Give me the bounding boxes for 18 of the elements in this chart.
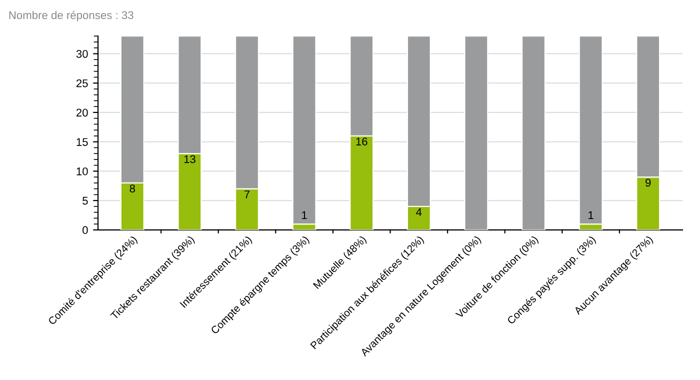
y-tick-label: 10 bbox=[76, 167, 88, 176]
data-label: 8 bbox=[130, 184, 135, 192]
bar bbox=[464, 36, 488, 230]
data-label: 1 bbox=[302, 211, 307, 219]
y-tick-label: 25 bbox=[76, 79, 88, 88]
chart-title: Nombre de réponses : 33 bbox=[9, 10, 134, 22]
y-tick-label: 5 bbox=[82, 196, 88, 205]
y-tick-label: 20 bbox=[76, 108, 88, 117]
data-label: 9 bbox=[646, 178, 651, 187]
y-tick-label: 15 bbox=[76, 138, 88, 146]
bar bbox=[521, 36, 546, 230]
data-label: 4 bbox=[416, 208, 422, 216]
data-label: 16 bbox=[356, 138, 368, 146]
data-label: 13 bbox=[184, 155, 196, 164]
data-label: 7 bbox=[244, 190, 250, 198]
data-label: 1 bbox=[588, 211, 594, 219]
y-tick-label: 30 bbox=[76, 50, 88, 58]
y-tick-label: 0 bbox=[82, 226, 88, 234]
